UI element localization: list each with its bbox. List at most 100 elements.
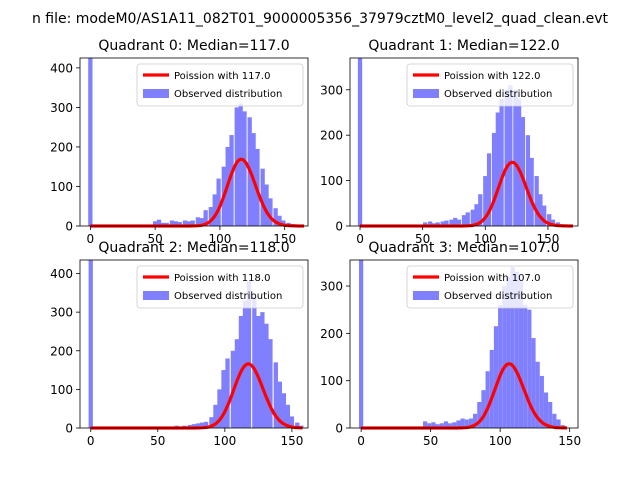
panel-title: Quadrant 2: Median=118.0 [98,240,289,256]
histogram-bar [435,222,440,226]
axes-frame [349,259,579,429]
y-tick-label: 300 [50,306,73,320]
histogram-bar [485,371,490,428]
legend-poisson-label: Poission with 107.0 [444,273,540,284]
legend-box [406,63,574,107]
legend-observed-label: Observed distribution [174,291,282,302]
y-tick-label: 0 [335,220,343,234]
legend-observed-swatch [413,291,439,300]
x-tick-label: 100 [474,232,497,246]
x-tick-label: 100 [489,434,512,448]
x-tick-label: 100 [208,232,231,246]
histogram-bar [483,176,488,226]
x-tick-label: 0 [357,434,365,448]
histogram-bar [182,220,188,226]
histogram-bar [213,404,218,428]
subplot-quadrant-0: Quadrant 0: Median=117.0 0 50 100 150 0 100 200… [50,38,309,246]
histogram-bar [448,423,453,428]
histogram-bar [427,423,432,428]
histogram-bar [516,98,522,226]
histogram-bar [468,418,474,428]
x-tick-label: 50 [415,232,430,246]
histogram-spike-bar [359,260,364,428]
histogram-bar [478,194,483,226]
histogram-bar [203,421,209,428]
legend-observed-swatch [143,291,169,300]
histogram-bar [525,135,531,226]
histogram-bar [552,413,557,428]
histogram-bar [277,215,282,226]
histogram-bar [473,413,478,428]
histogram-bar [273,362,278,428]
histogram-bar [508,85,513,226]
histogram-bar [225,358,230,428]
histogram-spike-bar [88,58,93,226]
histogram-bar [440,221,445,226]
x-tick-label: 50 [150,434,165,448]
legend-observed-swatch [413,89,439,98]
x-tick-label: 0 [87,232,95,246]
histogram-bar [169,220,175,226]
histogram-bar [195,217,201,226]
subplot-quadrant-2: Quadrant 2: Median=118.0 0 50 100 150 0 100 200… [50,240,309,448]
histogram-bar [295,422,300,428]
histogram-bar [221,370,226,428]
x-tick-label: 100 [213,434,236,448]
histogram-bar [504,89,509,226]
legend-poisson-label: Poission with 117.0 [174,71,270,82]
histogram-bar [444,220,449,226]
histogram-bar [543,392,549,428]
figure-suptitle: n file: modeM0/AS1A11_082T01_9000005356_… [32,11,609,27]
histogram-bar [547,214,552,226]
subplot-quadrant-1: Quadrant 1: Median=122.0 0 50 100 150 0 100 200… [320,38,579,246]
histogram-bar [506,276,511,428]
histogram-bar [264,184,269,226]
legend-observed-label: Observed distribution [444,89,552,100]
x-tick-label: 150 [536,232,559,246]
histogram-bar [498,304,503,428]
histogram-bar [173,221,179,226]
legend-poisson-label: Poission with 118.0 [174,273,270,284]
histogram-bar [281,220,286,226]
histogram-bar [439,423,444,428]
subplot-quadrant-3: Quadrant 3: Median=107.0 0 50 100 150 0 100 200… [320,240,581,448]
histogram-bar [268,339,273,428]
histogram-bar [422,421,428,428]
histogram-bar [542,205,547,226]
histogram-bar [538,194,543,226]
histogram-bar [486,153,492,226]
histogram-bar [209,417,214,428]
histogram-bar [435,424,440,428]
histogram-bar [499,98,504,226]
histogram-bar [510,267,515,428]
y-tick-label: 200 [320,327,343,341]
y-tick-label: 100 [320,374,343,388]
histogram-bar [491,132,497,226]
histogram-bar [495,112,500,226]
histogram-bar [534,176,539,226]
histogram-bar [513,89,518,226]
histogram-bar [465,212,470,226]
y-tick-label: 200 [320,129,343,143]
y-tick-label: 200 [50,344,73,358]
histogram-bar [452,422,457,428]
histogram-bar [217,389,222,428]
histogram-bar [527,309,532,428]
x-tick-label: 0 [87,434,95,448]
histogram-bar [456,219,462,226]
histogram-bar [428,221,433,226]
histogram-bar [529,157,534,226]
y-tick-label: 0 [335,422,343,436]
subplot-grid: Quadrant 0: Median=117.0 0 50 100 150 0 100 200… [50,38,581,448]
y-tick-label: 400 [50,61,73,75]
histogram-bar [456,420,461,428]
legend-box [136,265,304,309]
histogram-bar [460,418,465,428]
histogram-bar [449,219,454,226]
histogram-bar [199,218,204,226]
histogram-bar [556,419,561,428]
histogram-bar [539,375,544,428]
legend-box [136,63,304,107]
histogram-bar [281,393,287,428]
histogram-bar [464,419,469,428]
